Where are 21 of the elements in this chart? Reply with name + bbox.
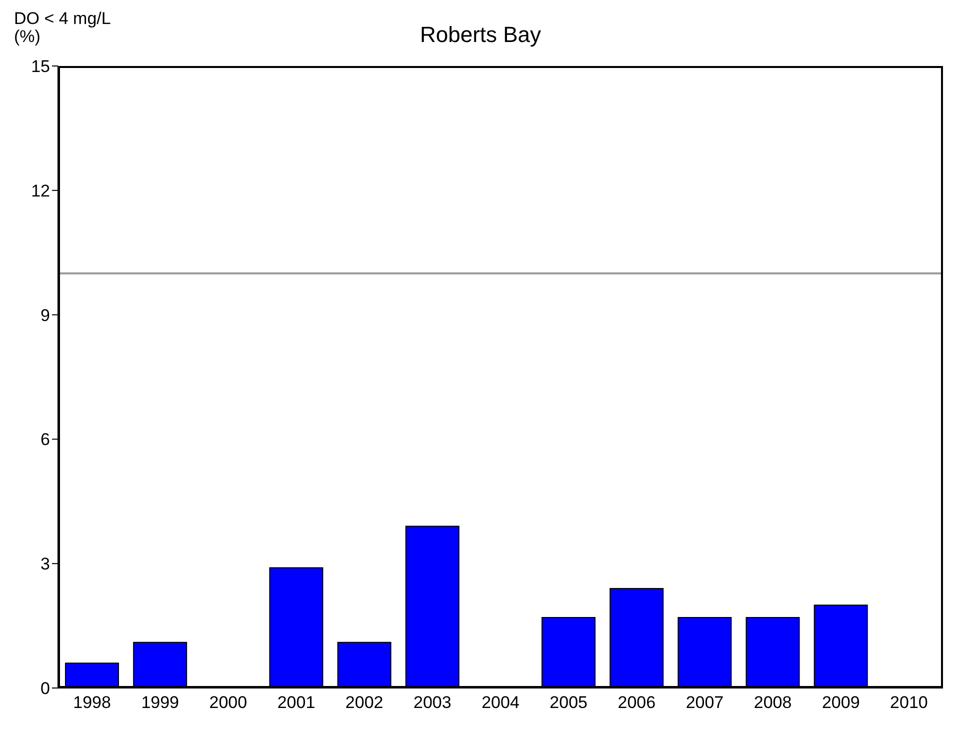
x-tick-label: 2007 xyxy=(686,693,724,712)
x-tick-label: 2006 xyxy=(618,693,656,712)
x-tick-label: 2003 xyxy=(414,693,452,712)
y-axis-title: DO < 4 mg/L (%) xyxy=(14,9,112,46)
x-tick-label: 2000 xyxy=(209,693,248,712)
x-tick-label: 2008 xyxy=(754,693,792,712)
chart-title: Roberts Bay xyxy=(420,22,542,47)
x-tick-label: 2002 xyxy=(345,693,384,712)
x-tick-label: 1998 xyxy=(73,693,111,712)
y-tick-label: 0 xyxy=(40,679,50,698)
x-tick-label: 2005 xyxy=(550,693,588,712)
x-tick-label: 2010 xyxy=(890,693,928,712)
y-tick-label: 15 xyxy=(31,57,50,76)
x-tick-label: 1999 xyxy=(141,693,180,712)
y-tick-label: 3 xyxy=(40,554,50,574)
x-tick-label: 2009 xyxy=(822,693,860,712)
y-tick-label: 6 xyxy=(40,430,50,450)
y-tick-label: 12 xyxy=(31,181,50,200)
y-tick-label: 9 xyxy=(40,306,50,325)
x-tick-label: 2004 xyxy=(482,693,520,712)
x-tick-label: 2001 xyxy=(277,693,316,712)
